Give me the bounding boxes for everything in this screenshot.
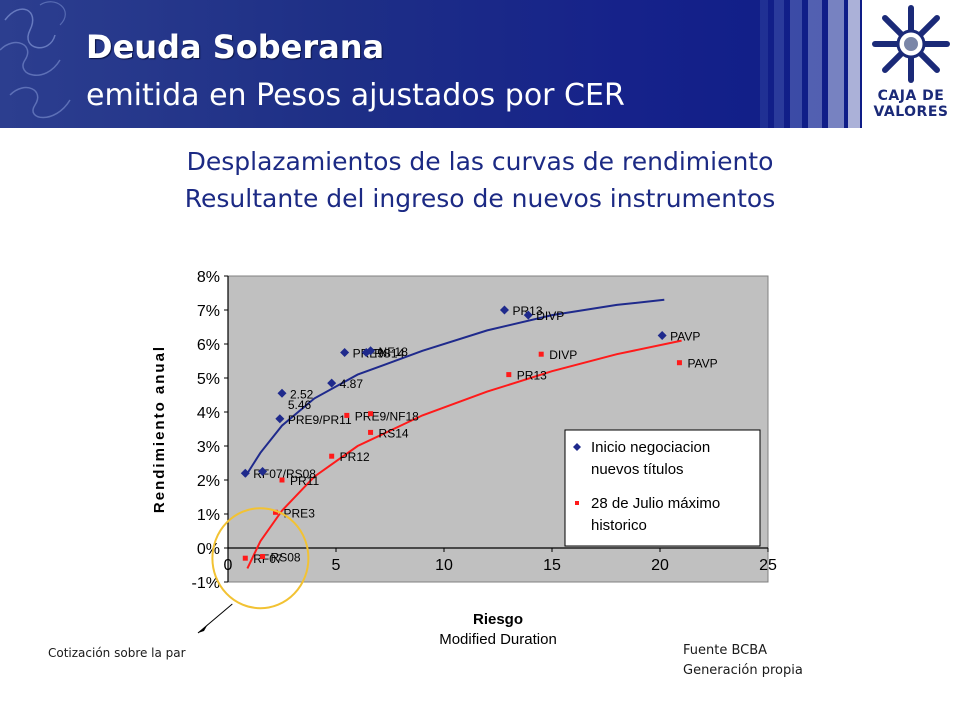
swirl-decoration-icon xyxy=(0,1,71,119)
logo-text: CAJA DE VALORES xyxy=(862,88,960,120)
data-point-series-1 xyxy=(523,310,533,320)
data-label: PR13 xyxy=(512,304,542,318)
data-point-series-1 xyxy=(277,388,287,398)
y-tick-label: 1% xyxy=(197,507,220,524)
x-tick-label: 15 xyxy=(543,557,561,574)
legend-marker-series-1 xyxy=(573,443,581,451)
data-label: PAVP xyxy=(670,330,700,344)
data-point-series-2 xyxy=(273,509,279,515)
highlight-circle xyxy=(211,507,310,610)
logo-emblem-icon xyxy=(872,5,950,83)
data-label: RS14 xyxy=(374,347,404,361)
chart-heading-line1: Desplazamientos de las curvas de rendimi… xyxy=(186,147,774,176)
data-point-series-1 xyxy=(258,467,268,476)
source-note-2: Generación propia xyxy=(683,663,803,678)
data-label: PR11 xyxy=(290,474,319,488)
data-label: RF07/RS08 xyxy=(253,467,316,481)
data-label: PRE9/PR11 xyxy=(288,413,352,427)
y-tick-label: 0% xyxy=(197,541,220,558)
y-axis-label: Rendimiento anual xyxy=(151,345,168,513)
logo-text-line2: VALORES xyxy=(873,104,949,120)
par-quote-note: Cotización sobre la par xyxy=(48,646,186,660)
y-tick-label: 7% xyxy=(197,303,220,320)
page-title: Deuda Soberana xyxy=(86,28,385,66)
data-point-series-1 xyxy=(657,331,667,340)
x-tick-label: 10 xyxy=(435,557,453,574)
data-point-series-2 xyxy=(242,555,248,561)
data-point-series-2 xyxy=(260,554,266,559)
source-note: Fuente BCBA xyxy=(683,643,768,658)
data-label: 5.46 xyxy=(288,398,312,412)
legend-label: historico xyxy=(591,517,647,534)
chart-heading-line2: Resultante del ingreso de nuevos instrum… xyxy=(184,184,776,213)
data-point-series-2 xyxy=(506,372,512,378)
x-tick-label: 20 xyxy=(651,557,669,574)
page-subtitle: emitida en Pesos ajustados por CER xyxy=(86,78,625,113)
data-point-series-1 xyxy=(240,468,250,478)
y-tick-label: 3% xyxy=(197,439,220,456)
data-point-series-2 xyxy=(368,429,374,435)
legend-label: nuevos títulos xyxy=(591,461,684,478)
data-label: DIVP xyxy=(536,309,564,323)
header-banner: Deuda Soberana emitida en Pesos ajustado… xyxy=(0,0,960,128)
x-tick-label: 25 xyxy=(759,557,777,574)
banner-stripes-decoration xyxy=(760,0,860,128)
data-label: PR13 xyxy=(517,369,547,383)
y-tick-label: 6% xyxy=(197,337,220,354)
data-label: RS14 xyxy=(379,426,409,440)
data-point-series-1 xyxy=(327,378,337,388)
data-point-series-1 xyxy=(366,346,376,356)
x-axis-label: Riesgo xyxy=(473,611,523,628)
x-tick-label: 0 xyxy=(224,557,233,574)
y-tick-label: 2% xyxy=(197,473,220,490)
legend-label: 28 de Julio máximo xyxy=(591,495,720,512)
data-point-series-2 xyxy=(368,411,374,417)
data-label: 4.87 xyxy=(340,377,364,391)
data-point-series-1 xyxy=(340,348,350,357)
legend-box xyxy=(564,429,761,547)
data-point-series-1 xyxy=(275,414,285,424)
y-tick-label: 4% xyxy=(197,405,220,422)
logo-text-line1: CAJA DE xyxy=(877,88,945,104)
data-label: PRE3 xyxy=(284,506,316,520)
data-point-series-2 xyxy=(344,412,350,418)
data-label: PRE9/NF18 xyxy=(355,409,419,423)
y-tick-label: -1% xyxy=(192,575,220,592)
legend-marker-series-2 xyxy=(575,501,579,505)
callout-arrow-head xyxy=(198,624,208,633)
trend-line-series-1 xyxy=(244,298,665,478)
data-point-series-2 xyxy=(279,477,285,483)
x-tick-label: 5 xyxy=(332,557,341,574)
x-axis-sublabel: Modified Duration xyxy=(439,631,557,648)
caja-de-valores-logo: CAJA DE VALORES xyxy=(862,0,960,128)
data-label: 2.52 xyxy=(290,387,314,401)
data-label: PR12 xyxy=(340,450,370,464)
y-tick-label: 8% xyxy=(197,269,220,286)
data-point-series-1 xyxy=(499,305,509,315)
legend-label: Inicio negociacion xyxy=(591,439,710,456)
y-tick-label: 5% xyxy=(197,371,220,388)
data-point-series-2 xyxy=(329,453,335,459)
yield-curve-chart: -1% 0% 1% 2% 3% 4% 5% 6% 7% 8% 0 5 10 15 20 25 Riesgo Mod… xyxy=(151,269,777,648)
trend-line-series-2 xyxy=(246,339,682,569)
data-label: DIVP xyxy=(549,348,577,362)
data-label: NF18 xyxy=(379,345,409,359)
data-label: RS08 xyxy=(271,551,301,565)
data-point-series-2 xyxy=(676,360,682,366)
data-label: PAVP xyxy=(687,357,717,371)
data-point-series-2 xyxy=(538,351,544,357)
